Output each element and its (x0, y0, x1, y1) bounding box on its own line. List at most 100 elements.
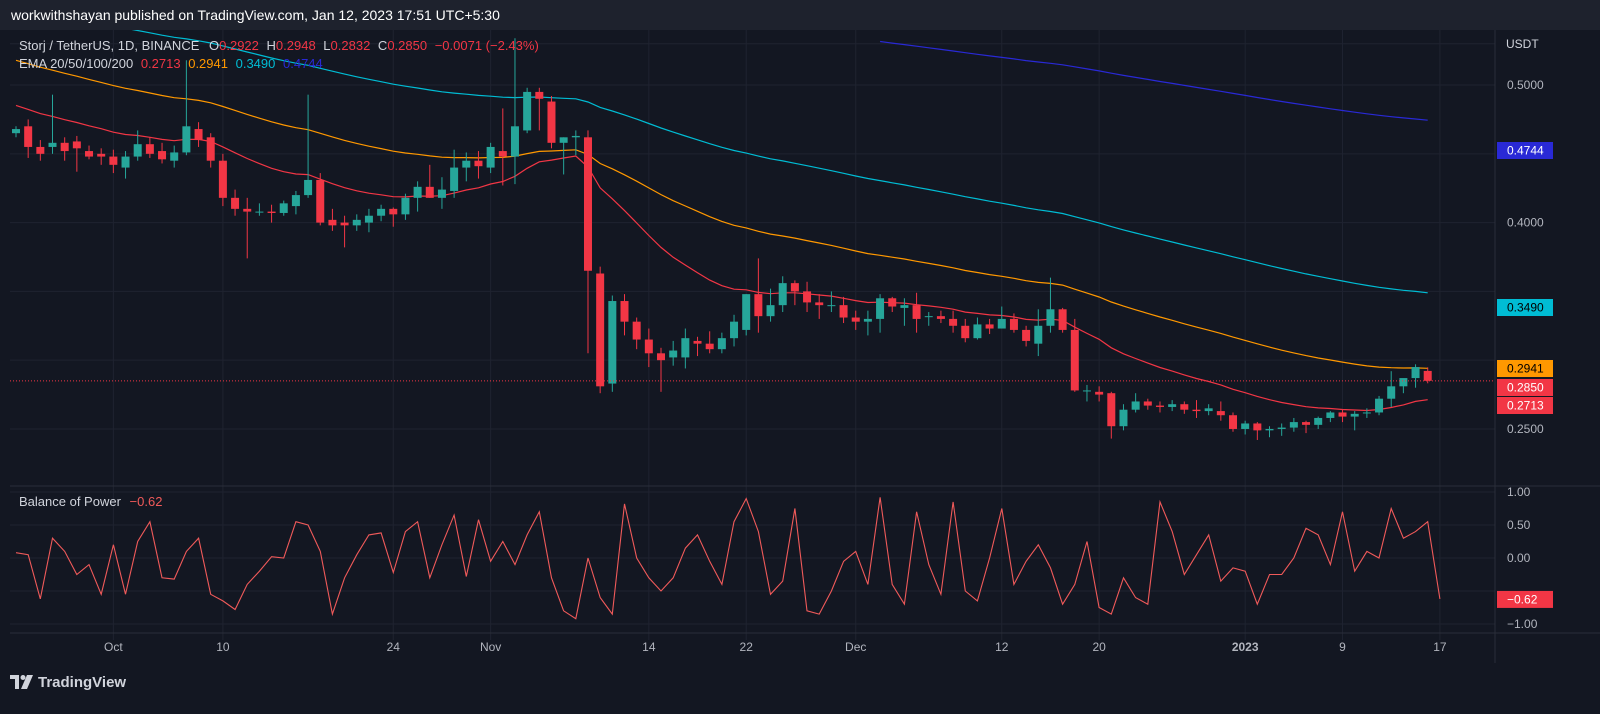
candle (218, 153, 227, 207)
price-axis-currency: USDT (1506, 37, 1539, 51)
candle-body (437, 189, 446, 198)
candle (72, 135, 81, 172)
candle-body (1314, 417, 1323, 425)
candle-body (85, 151, 94, 157)
ema50-badge-label: 0.2941 (1507, 362, 1544, 376)
candle (352, 214, 361, 231)
candle-body (1009, 318, 1018, 330)
candle (596, 266, 605, 394)
candle (243, 197, 252, 259)
candle (669, 340, 678, 366)
candle (1034, 309, 1043, 357)
candle-body (1387, 386, 1396, 399)
candle (450, 149, 459, 198)
candle (1082, 384, 1091, 402)
candle (717, 332, 726, 354)
ema-lines (15, 25, 1428, 412)
candle-body (693, 340, 702, 344)
open-value: 0.2922 (219, 38, 259, 53)
ema200-value: 0.4744 (283, 56, 323, 71)
candle-body (571, 135, 580, 138)
candle (1119, 404, 1128, 431)
last-badge-label: 0.2850 (1507, 381, 1544, 395)
candle-body (291, 195, 300, 207)
candle (462, 152, 471, 182)
candle (730, 314, 739, 347)
bop-value: −0.62 (129, 494, 163, 509)
low-label: L (323, 38, 331, 53)
candle-body (1058, 309, 1067, 330)
candle (547, 96, 556, 149)
candle-body (1216, 411, 1225, 416)
candle (109, 149, 118, 174)
candle (1241, 420, 1250, 435)
bop-axis-tick: 0.00 (1507, 551, 1531, 565)
footer-brand: TradingView (38, 674, 127, 691)
candle (316, 173, 325, 226)
candle-body (778, 283, 787, 306)
candle (681, 328, 690, 369)
candle (279, 200, 288, 216)
candle (1180, 401, 1189, 414)
candle-body (1338, 412, 1347, 417)
candle (876, 294, 885, 333)
candle-body (182, 126, 191, 153)
candle-body (815, 302, 824, 306)
candle-body (936, 316, 945, 319)
candles[interactable] (12, 38, 1432, 440)
candle (644, 328, 653, 368)
candle-body (97, 153, 106, 157)
candle (1058, 307, 1067, 333)
candle-body (1277, 427, 1286, 429)
tradingview-logo-icon (10, 675, 33, 689)
candle (510, 38, 519, 185)
candle (145, 137, 154, 158)
candle (1362, 408, 1371, 418)
candle (1399, 378, 1408, 394)
candle (620, 294, 629, 336)
candle-body (109, 156, 118, 165)
candle (1302, 420, 1311, 434)
time-axis-tick: 12 (995, 640, 1009, 654)
time-axis-tick: 22 (740, 640, 754, 654)
candle (949, 310, 958, 333)
high-value: 0.2948 (275, 38, 316, 53)
candle-body (304, 179, 313, 196)
candle (389, 207, 398, 227)
candle-body (267, 211, 276, 213)
candle-body (900, 305, 909, 308)
open-label: O (209, 38, 220, 53)
price-axis-tick: 0.4000 (1507, 216, 1544, 230)
candle-body (523, 91, 532, 131)
time-axis-tick: Oct (104, 640, 123, 654)
candle-body (206, 137, 215, 161)
candle-body (364, 215, 373, 223)
candle (1046, 277, 1055, 333)
candle-body (973, 324, 982, 339)
candle-body (583, 137, 592, 271)
candle-body (803, 291, 812, 303)
candle (170, 145, 179, 168)
candle (1022, 325, 1031, 347)
candle-body (620, 301, 629, 322)
candle (705, 331, 714, 354)
candle-body (657, 353, 666, 361)
symbol-legend: Storj / TetherUS, 1D, BINANCE O0.2922 H0… (19, 38, 539, 53)
candle-body (766, 305, 775, 317)
candle (571, 130, 580, 156)
candle-body (340, 222, 349, 226)
candle (1411, 364, 1420, 388)
price-chart-svg[interactable]: USDT0.50000.45000.40000.25000.47440.3490… (10, 25, 1600, 663)
candle (474, 151, 483, 179)
candle-body (730, 321, 739, 339)
candle-body (961, 325, 970, 339)
candle-body (632, 321, 641, 340)
candle-body (876, 298, 885, 319)
candle (340, 215, 349, 248)
time-axis-tick: 2023 (1232, 640, 1259, 654)
time-axis-tick: 10 (216, 640, 230, 654)
candle-body (60, 142, 69, 152)
candle-body (377, 208, 386, 216)
candle-body (1155, 405, 1164, 407)
chart-area[interactable]: USDT0.50000.45000.40000.25000.47440.3490… (10, 25, 1600, 663)
